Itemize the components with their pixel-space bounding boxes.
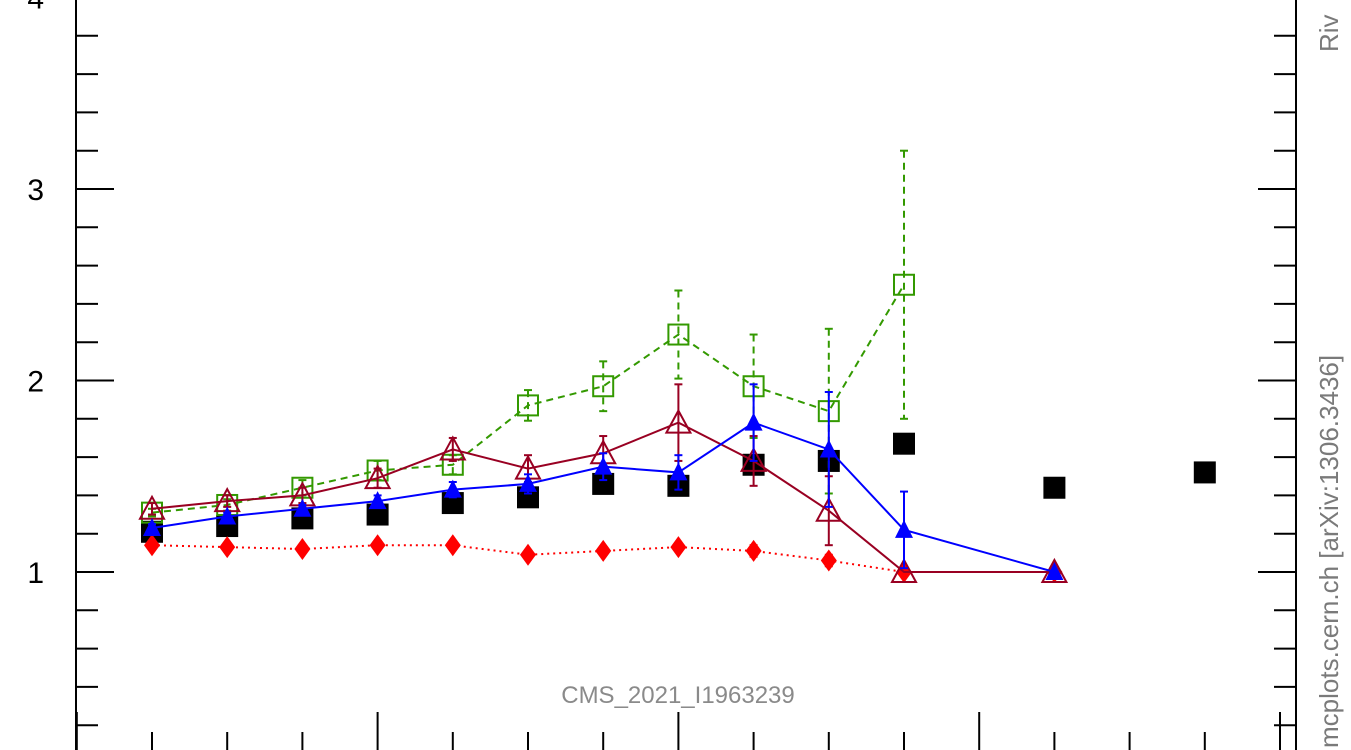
series-1	[144, 534, 1063, 583]
y-axis-ticks	[76, 34, 1296, 727]
y-axis-tick-labels: 1 2 3 4	[27, 0, 44, 590]
data-point-triangle	[293, 498, 312, 517]
data-point-square-open	[667, 323, 690, 346]
data-point-diamond	[820, 549, 837, 572]
series-line	[151, 421, 1055, 573]
data-point-diamond	[444, 534, 461, 557]
data-point-diamond	[144, 534, 160, 557]
data-point-triangle	[443, 479, 462, 498]
data-point-triangle	[519, 473, 537, 492]
data-point-triangle	[143, 517, 161, 536]
data-point-triangle-open	[815, 496, 843, 522]
mcplots-side-label: mcplots.cern.ch [arXiv:1306.3436]	[1314, 355, 1344, 748]
data-point-diamond	[520, 543, 536, 566]
data-point-triangle-open	[439, 435, 467, 461]
data-point-diamond	[595, 539, 612, 562]
data-point-diamond	[219, 536, 236, 559]
data-point-diamond	[369, 534, 386, 557]
data-point-square	[592, 472, 615, 495]
data-point-triangle	[744, 412, 763, 431]
axes-frame	[75, 0, 1297, 750]
data-point-triangle-open	[363, 464, 392, 490]
data-point-triangle	[669, 462, 688, 481]
series-line	[151, 544, 1055, 573]
data-point-diamond	[745, 539, 762, 562]
series-4	[143, 383, 1064, 580]
series-layer	[138, 149, 1216, 583]
y-tick-label: 1	[27, 557, 44, 590]
data-point-square-open	[592, 375, 615, 398]
data-point-triangle	[819, 439, 838, 458]
data-point-triangle	[218, 506, 237, 525]
y-tick-label: 3	[27, 174, 44, 207]
data-point-square-open	[893, 273, 915, 296]
data-point-square	[1193, 461, 1216, 484]
data-point-triangle-open	[739, 446, 768, 472]
data-point-triangle	[895, 519, 913, 538]
data-point-square	[893, 432, 915, 455]
data-point-triangle-open	[664, 408, 693, 434]
data-point-square-open	[517, 394, 539, 417]
data-point-triangle	[368, 491, 387, 510]
rivet-side-label: Riv	[1314, 14, 1344, 52]
y-tick-label: 2	[27, 366, 44, 399]
y-tick-label: 4	[27, 0, 44, 16]
side-label-group: Riv mcplots.cern.ch [arXiv:1306.3436]	[1314, 14, 1344, 748]
data-point-diamond	[670, 536, 687, 559]
data-point-triangle	[1045, 562, 1064, 580]
data-point-square	[1043, 476, 1066, 499]
data-point-triangle	[594, 456, 613, 475]
x-axis-ticks	[75, 712, 1281, 750]
data-point-diamond	[294, 538, 311, 561]
analysis-id-annotation: CMS_2021_I1963239	[561, 682, 795, 709]
data-point-triangle-open	[890, 557, 918, 583]
